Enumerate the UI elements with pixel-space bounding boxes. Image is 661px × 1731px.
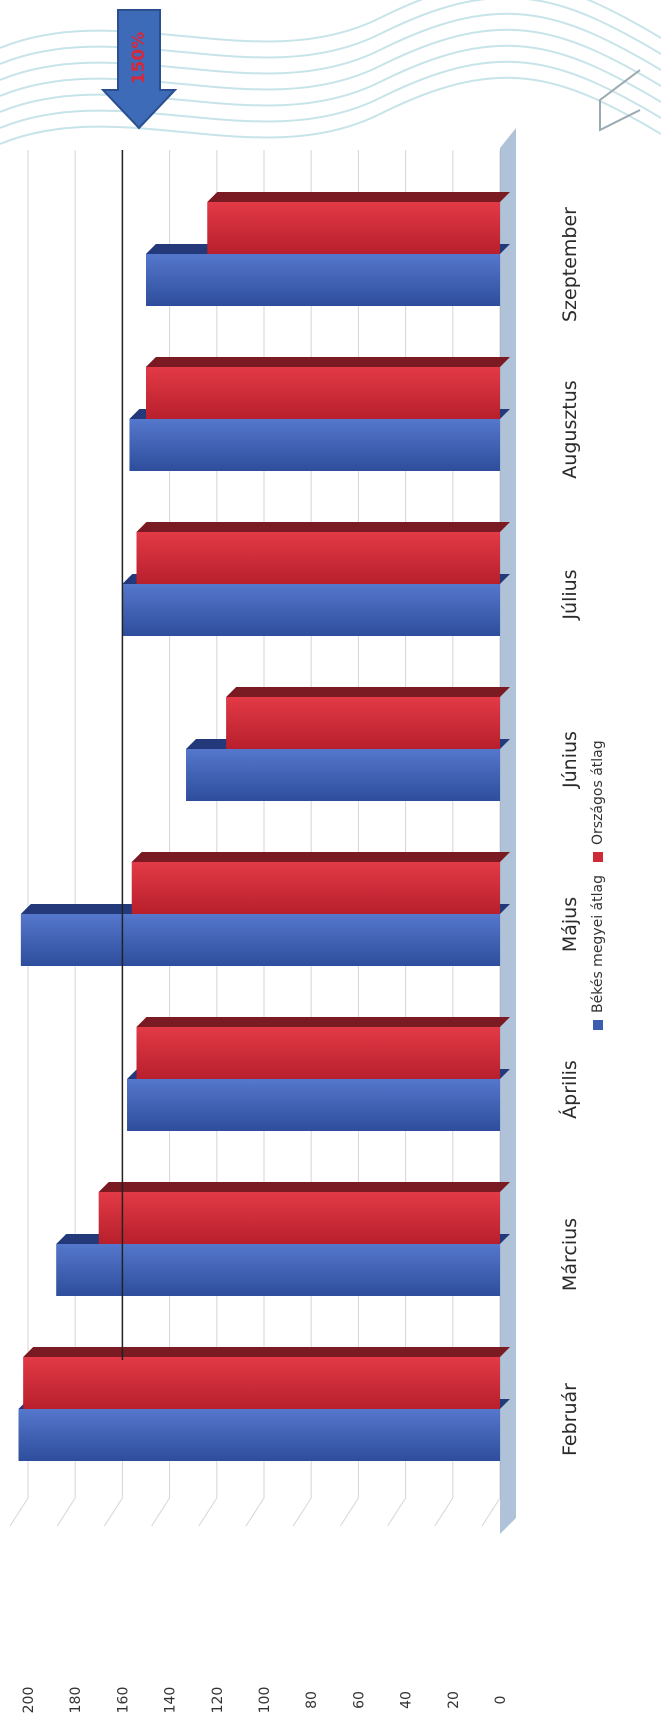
- bar: [23, 1347, 511, 1409]
- reference-label: 150%: [129, 32, 149, 85]
- gridline-floor: [434, 1497, 454, 1527]
- background-wave-decoration: [0, 0, 661, 145]
- bar-front-face: [136, 532, 500, 584]
- tick-label: 120: [210, 1687, 226, 1714]
- gridline-floor: [387, 1497, 407, 1527]
- bar-front-face: [146, 367, 500, 419]
- bar-top-face: [136, 522, 510, 532]
- bar: [98, 1182, 511, 1244]
- category-labels: Február Március Április Május Június Július Au…: [558, 207, 581, 1456]
- bar-front-face: [98, 1192, 501, 1244]
- gridline-floor: [151, 1497, 171, 1527]
- tick-label: 140: [163, 1687, 179, 1714]
- bar-top-face: [136, 1017, 510, 1027]
- tick-label: 20: [446, 1691, 462, 1709]
- tick-label: 160: [115, 1687, 131, 1714]
- bar: [146, 357, 510, 419]
- wave-stroke: [0, 76, 661, 145]
- bar-front-face: [146, 254, 500, 306]
- gridline-floor: [245, 1497, 265, 1527]
- gridline-floor: [103, 1497, 123, 1527]
- bar-front-face: [56, 1244, 500, 1296]
- legend-label: Békés megyei átlag: [590, 875, 606, 1013]
- gridline-floor: [481, 1497, 501, 1527]
- bar: [207, 192, 511, 254]
- category-label: Május: [559, 897, 581, 952]
- bar-top-face: [207, 192, 511, 202]
- bar-front-face: [131, 862, 500, 914]
- value-axis-ticks: 0 20 40 60 80 100 120 140 160 180 200: [21, 1687, 509, 1714]
- gridline-floor: [9, 1497, 29, 1527]
- category-label: Június: [559, 731, 581, 789]
- bar-top-face: [131, 852, 510, 862]
- bar-front-face: [127, 1079, 501, 1131]
- legend-label: Országos átlag: [590, 740, 606, 845]
- category-label: Február: [559, 1383, 581, 1456]
- gridlines: [9, 128, 516, 1534]
- category-label: Augusztus: [559, 380, 581, 478]
- bar-front-face: [207, 202, 501, 254]
- tick-label: 40: [399, 1691, 415, 1709]
- bar-front-face: [186, 749, 500, 801]
- gridline-floor: [292, 1497, 312, 1527]
- bar-front-face: [136, 1027, 500, 1079]
- wave-stroke: [0, 60, 661, 129]
- reference-arrow-icon: [100, 9, 178, 130]
- bar-top-face: [23, 1347, 511, 1357]
- category-label: Július: [559, 569, 581, 620]
- wave-stroke: [0, 28, 661, 97]
- chart-floor: [500, 128, 516, 1534]
- legend-item: Országos átlag: [590, 740, 606, 862]
- bar-top-face: [98, 1182, 511, 1192]
- wave-stroke: [0, 0, 661, 65]
- tick-label: 0: [493, 1696, 509, 1705]
- tick-label: 80: [304, 1691, 320, 1709]
- tick-label: 100: [257, 1687, 273, 1714]
- category-label: Április: [558, 1060, 581, 1119]
- tick-label: 180: [68, 1687, 84, 1714]
- gridline-floor: [339, 1497, 359, 1527]
- bar-front-face: [23, 1357, 501, 1409]
- gridline-floor: [56, 1497, 76, 1527]
- bar: [136, 522, 510, 584]
- bar-front-face: [18, 1409, 501, 1461]
- bar: [136, 1017, 510, 1079]
- bar-front-face: [129, 419, 501, 471]
- legend-item: Békés megyei átlag: [590, 875, 606, 1030]
- wave-stroke: [0, 12, 661, 81]
- category-label: Március: [559, 1218, 581, 1291]
- legend: Békés megyei átlag Országos átlag: [590, 740, 606, 1030]
- bar-top-face: [226, 687, 511, 697]
- tick-label: 200: [21, 1687, 37, 1714]
- legend-swatch: [593, 1020, 603, 1030]
- bars: [18, 192, 511, 1461]
- bar: [226, 687, 511, 749]
- bar-top-face: [146, 357, 510, 367]
- category-label: Szeptember: [559, 207, 581, 322]
- tick-label: 60: [351, 1691, 367, 1709]
- bar: [131, 852, 510, 914]
- bar-front-face: [20, 914, 500, 966]
- bar-front-face: [122, 584, 501, 636]
- bar-front-face: [226, 697, 501, 749]
- reference-marker: 150%: [100, 9, 178, 1360]
- legend-swatch: [593, 852, 603, 862]
- gridline-floor: [198, 1497, 218, 1527]
- corner-decoration: [599, 69, 641, 132]
- wave-stroke: [0, 0, 661, 49]
